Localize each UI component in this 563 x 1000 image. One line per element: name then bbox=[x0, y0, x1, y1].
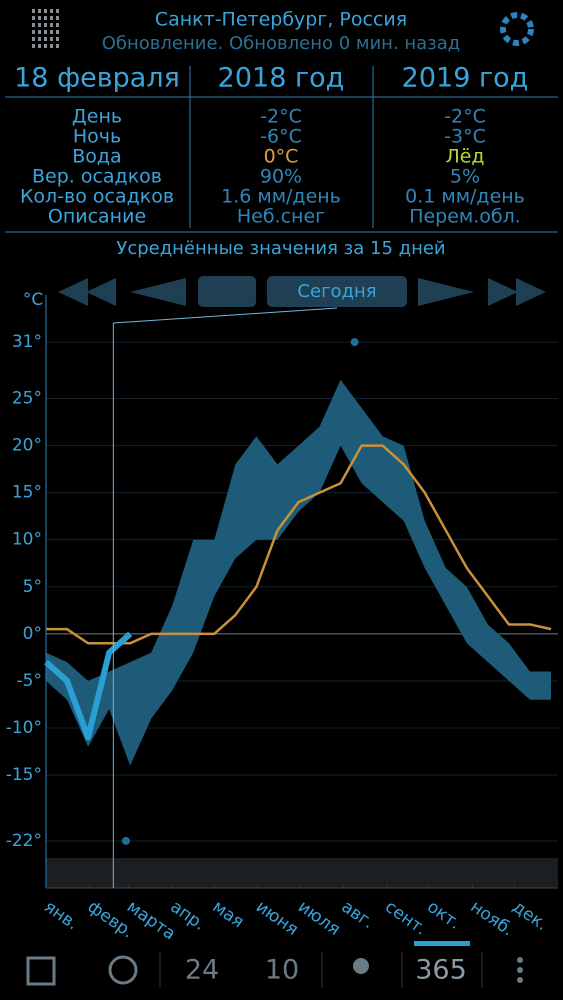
column-header: 2018 год bbox=[218, 63, 345, 94]
menu-dot bbox=[44, 23, 47, 27]
column-header: 2019 год bbox=[402, 63, 529, 94]
record-point bbox=[350, 338, 359, 347]
menu-dot bbox=[50, 37, 53, 41]
nav-buttons[interactable] bbox=[58, 276, 546, 307]
row-label: Вер. осадков bbox=[32, 166, 162, 188]
menu-dot bbox=[44, 9, 47, 13]
line bbox=[43, 631, 133, 741]
y-tick-label: 31° bbox=[12, 332, 42, 352]
menu-dot bbox=[56, 37, 59, 41]
cell-value: Лёд bbox=[445, 146, 484, 168]
menu-dot bbox=[50, 16, 53, 20]
cell-value: 90% bbox=[260, 166, 302, 188]
menu-dot bbox=[38, 37, 41, 41]
row-label: Кол-во осадков bbox=[20, 186, 174, 208]
menu-dot bbox=[50, 44, 53, 48]
y-tick-label: -5° bbox=[17, 671, 42, 691]
cell-value: 0°C bbox=[264, 146, 299, 168]
refresh-icon[interactable] bbox=[108, 955, 138, 985]
menu-dot bbox=[38, 9, 41, 13]
active-indicator bbox=[414, 941, 470, 946]
row-label: День bbox=[72, 106, 122, 128]
menu-dot bbox=[56, 9, 59, 13]
y-tick-label: 0° bbox=[23, 624, 42, 644]
menu-dot bbox=[32, 16, 35, 20]
y-unit: °C bbox=[23, 290, 43, 310]
cell-value: 0.1 мм/день bbox=[405, 186, 525, 208]
y-tick-label: -22° bbox=[6, 831, 42, 851]
hours-tab[interactable]: 24 bbox=[185, 955, 219, 986]
menu-dot bbox=[50, 30, 53, 34]
menu-dot bbox=[38, 23, 41, 27]
subtitle: Усреднённые значения за 15 дней bbox=[116, 238, 445, 259]
row-label: Вода bbox=[72, 146, 121, 168]
y-tick-label: -15° bbox=[6, 765, 42, 785]
more-icon[interactable] bbox=[517, 957, 523, 963]
menu-dot bbox=[44, 44, 47, 48]
cell-value: 5% bbox=[450, 166, 480, 188]
y-tick-label: 10° bbox=[12, 530, 42, 550]
precip-band bbox=[46, 858, 558, 888]
year-tab[interactable]: 365 bbox=[415, 955, 467, 986]
cell-value: -3°C bbox=[444, 126, 486, 148]
menu-dot bbox=[56, 16, 59, 20]
cell-value: -2°C bbox=[444, 106, 486, 128]
menu-dot bbox=[50, 9, 53, 13]
y-tick-label: 15° bbox=[12, 483, 42, 503]
menu-dot bbox=[38, 30, 41, 34]
today-line bbox=[113, 307, 338, 324]
cell-value: -2°C bbox=[260, 106, 302, 128]
menu-dot bbox=[32, 30, 35, 34]
y-tick-label: 20° bbox=[12, 436, 42, 456]
range-area bbox=[46, 379, 551, 766]
y-tick-label: 25° bbox=[12, 389, 42, 409]
menu-dot bbox=[32, 23, 35, 27]
column-header: 18 февраля bbox=[14, 63, 180, 94]
menu-dot bbox=[38, 44, 41, 48]
menu-dot bbox=[32, 44, 35, 48]
menu-dot bbox=[32, 37, 35, 41]
menu-grid-icon[interactable] bbox=[30, 8, 64, 50]
status: Обновление. Обновлено 0 мин. назад bbox=[102, 33, 460, 54]
more-icon bbox=[517, 977, 523, 983]
cell-value: 1.6 мм/день bbox=[221, 186, 341, 208]
menu-dot bbox=[44, 16, 47, 20]
days-tab[interactable]: 10 bbox=[265, 955, 299, 986]
toolbar: 24 10 365 bbox=[26, 941, 523, 988]
exit-icon[interactable] bbox=[26, 956, 56, 986]
cell-value: Перем.обл. bbox=[409, 206, 521, 228]
row-label: Описание bbox=[48, 206, 146, 228]
menu-dot bbox=[56, 30, 59, 34]
y-tick-label: -10° bbox=[6, 718, 42, 738]
menu-dot bbox=[56, 23, 59, 27]
city: Санкт-Петербург, Россия bbox=[155, 9, 407, 31]
menu-dot bbox=[44, 37, 47, 41]
settings-icon[interactable] bbox=[500, 12, 534, 46]
row-label: Ночь bbox=[73, 126, 121, 148]
y-tick-label: 5° bbox=[23, 577, 42, 597]
menu-dot bbox=[32, 9, 35, 13]
menu-dot bbox=[56, 44, 59, 48]
menu-dot bbox=[50, 23, 53, 27]
line bbox=[46, 444, 552, 645]
more-icon bbox=[517, 967, 523, 973]
menu-dot bbox=[38, 16, 41, 20]
menu-dot bbox=[44, 30, 47, 34]
cell-value: -6°C bbox=[260, 126, 302, 148]
today-button[interactable]: Сегодня bbox=[297, 281, 376, 302]
location-icon[interactable] bbox=[353, 958, 369, 974]
record-point bbox=[121, 836, 130, 845]
cell-value: Неб.снег bbox=[237, 206, 325, 228]
